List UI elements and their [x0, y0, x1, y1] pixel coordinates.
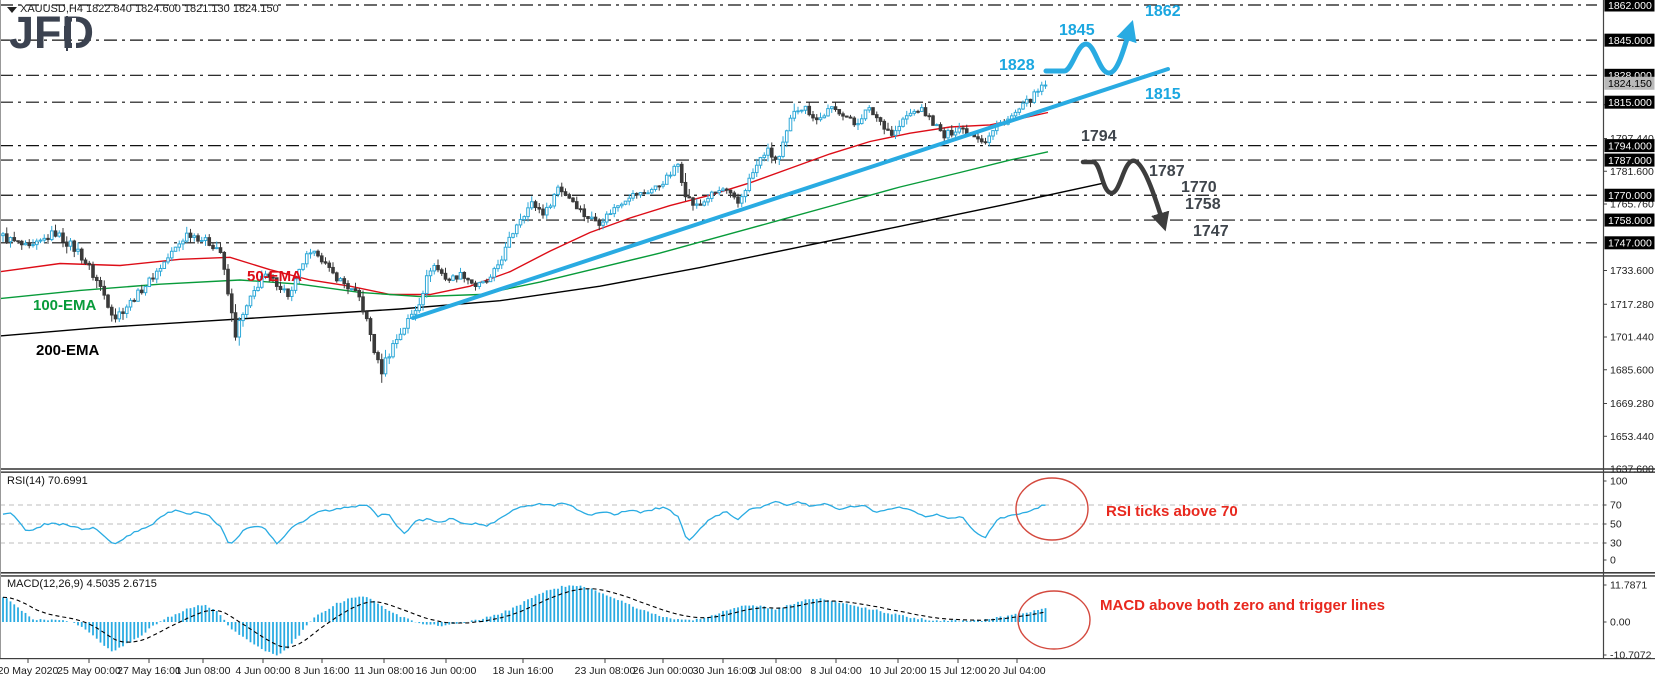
horizontal-level-lines: [0, 4, 1597, 244]
svg-text:1758.000: 1758.000: [1608, 215, 1652, 227]
panel-borders: [0, 0, 1655, 660]
svg-text:0: 0: [1610, 555, 1616, 567]
svg-text:1787.000: 1787.000: [1608, 155, 1652, 167]
macd-indicator-label: MACD(12,26,9) 4.5035 2.6715: [7, 578, 157, 590]
ema100-label: 100-EMA: [33, 297, 97, 314]
svg-text:8 Jun 16:00: 8 Jun 16:00: [295, 665, 350, 677]
svg-text:1794.000: 1794.000: [1608, 140, 1652, 152]
target-label-1862: 1862: [1145, 3, 1181, 20]
svg-text:-10.7072: -10.7072: [1610, 650, 1652, 662]
symbol-ohlc-readout: XAUUSD,H4 1822.840 1824.600 1821.130 182…: [20, 3, 279, 15]
svg-text:25 May 00:00: 25 May 00:00: [57, 665, 121, 677]
support-label-1758: 1758: [1185, 196, 1221, 213]
svg-text:1815.000: 1815.000: [1608, 97, 1652, 109]
svg-text:4 Jun 00:00: 4 Jun 00:00: [236, 665, 291, 677]
macd-panel-content: [2, 585, 1047, 656]
svg-text:1653.440: 1653.440: [1610, 431, 1654, 443]
support-label-1770: 1770: [1181, 179, 1217, 196]
svg-text:1701.440: 1701.440: [1610, 332, 1654, 344]
support-label-1787: 1787: [1149, 163, 1185, 180]
chevron-down-icon[interactable]: [7, 7, 17, 13]
target-label-1845: 1845: [1059, 22, 1095, 39]
svg-text:1685.600: 1685.600: [1610, 364, 1654, 376]
svg-text:100: 100: [1610, 476, 1628, 488]
svg-text:1733.600: 1733.600: [1610, 265, 1654, 277]
rsi-panel-content: [0, 500, 1603, 545]
support-label-1794: 1794: [1081, 128, 1117, 145]
svg-text:1845.000: 1845.000: [1608, 35, 1652, 47]
svg-text:1717.280: 1717.280: [1610, 299, 1654, 311]
svg-text:50: 50: [1610, 519, 1622, 531]
svg-text:27 May 16:00: 27 May 16:00: [117, 665, 181, 677]
svg-text:18 Jun 16:00: 18 Jun 16:00: [493, 665, 554, 677]
svg-text:0.00: 0.00: [1610, 617, 1631, 629]
svg-text:11.7871: 11.7871: [1610, 580, 1647, 592]
svg-text:1770.000: 1770.000: [1608, 190, 1652, 202]
svg-text:70: 70: [1610, 500, 1622, 512]
svg-text:20 May 2020: 20 May 2020: [0, 665, 59, 677]
svg-text:1781.600: 1781.600: [1610, 166, 1654, 178]
macd-note: MACD above both zero and trigger lines: [1100, 597, 1386, 614]
rsi-indicator-label: RSI(14) 70.6991: [7, 475, 88, 487]
svg-text:3 Jul 08:00: 3 Jul 08:00: [750, 665, 802, 677]
drawn-analysis-objects[interactable]: [411, 19, 1170, 650]
svg-text:20 Jul 04:00: 20 Jul 04:00: [988, 665, 1045, 677]
svg-text:1862.000: 1862.000: [1608, 0, 1652, 12]
svg-text:23 Jun 08:00: 23 Jun 08:00: [575, 665, 636, 677]
svg-text:1 Jun 08:00: 1 Jun 08:00: [176, 665, 231, 677]
svg-text:11 Jun 08:00: 11 Jun 08:00: [354, 665, 414, 677]
svg-text:30 Jun 16:00: 30 Jun 16:00: [693, 665, 754, 677]
svg-text:1747.000: 1747.000: [1608, 238, 1652, 250]
candlesticks: [1, 80, 1048, 383]
ema200-label: 200-EMA: [36, 342, 100, 359]
support-label-1747: 1747: [1193, 223, 1229, 240]
jfd-logo-candle-icon: [64, 26, 70, 41]
jfd-logo: JFD: [9, 7, 95, 58]
rsi-note: RSI ticks above 70: [1106, 503, 1238, 520]
svg-text:1824.150: 1824.150: [1608, 78, 1652, 90]
target-label-1828: 1828: [999, 57, 1035, 74]
svg-text:30: 30: [1610, 538, 1622, 550]
svg-text:1669.280: 1669.280: [1610, 398, 1654, 410]
price-scale[interactable]: 1813.7601797.4401781.6001765.7601733.600…: [1603, 0, 1655, 662]
svg-text:26 Jun 00:00: 26 Jun 00:00: [633, 665, 694, 677]
trendline-label-1815: 1815: [1145, 86, 1181, 103]
svg-text:8 Jul 04:00: 8 Jul 04:00: [810, 665, 862, 677]
svg-text:16 Jun 00:00: 16 Jun 00:00: [416, 665, 477, 677]
ema50-label: 50-EMA: [247, 268, 303, 285]
svg-text:15 Jul 12:00: 15 Jul 12:00: [929, 665, 986, 677]
jfd-logo-gap: [72, 18, 76, 50]
svg-text:1637.600: 1637.600: [1610, 464, 1654, 476]
svg-text:10 Jul 20:00: 10 Jul 20:00: [869, 665, 926, 677]
